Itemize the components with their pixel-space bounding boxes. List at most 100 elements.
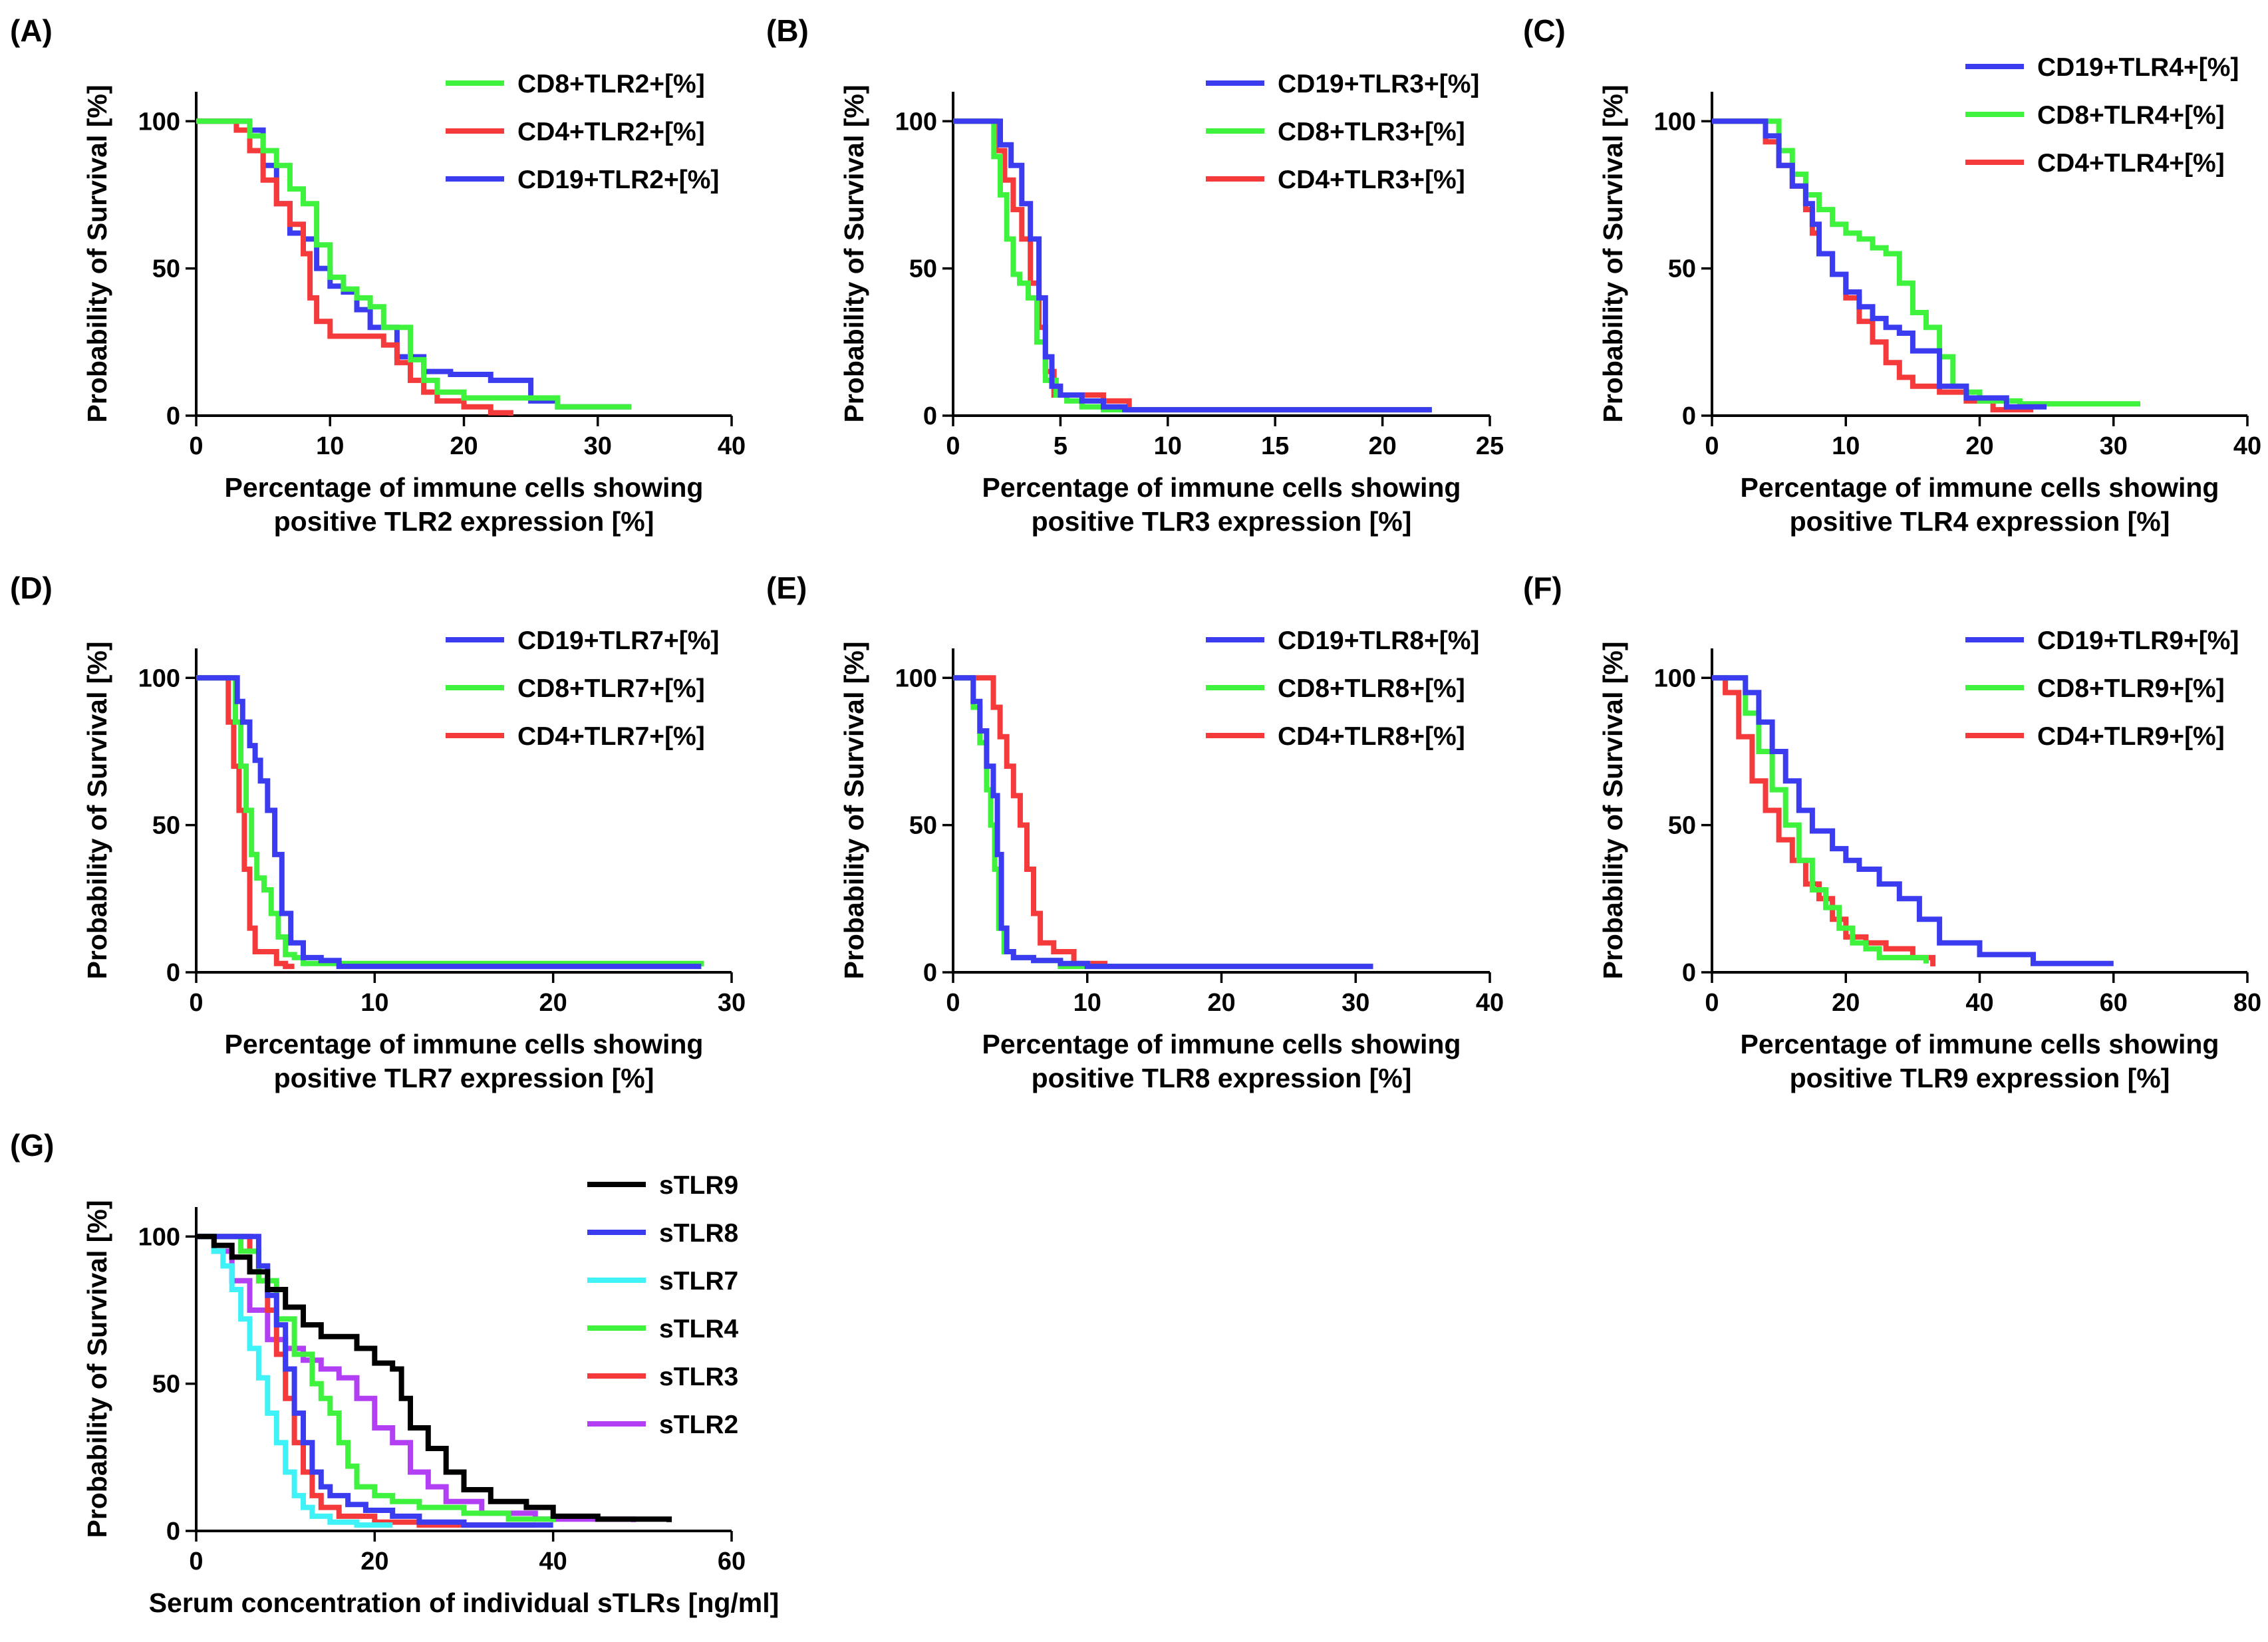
x-tick-label: 10 [1832,432,1860,460]
survival-curve-cd4-tlr9 [1712,675,1936,967]
y-axis-title: Probability of Survival [%] [839,84,869,422]
panel-label: (F) [1523,571,1562,605]
legend-label: sTLR7 [659,1267,738,1296]
legend-label: CD8+TLR7+[%] [517,674,705,703]
x-axis-title: Percentage of immune cells showing [225,1029,704,1059]
survival-curve-cd4-tlr8 [953,675,1107,966]
y-tick-label: 100 [138,664,180,692]
legend-label: sTLR9 [659,1171,738,1200]
legend: CD19+TLR3+[%] CD8+TLR3+[%] CD4+TLR3+[%] [1206,70,1479,194]
x-tick-label: 40 [718,432,746,460]
panel-label: (G) [10,1128,54,1163]
survival-curve-cd19-tlr7 [196,675,702,970]
legend-label: CD19+TLR8+[%] [1278,626,1479,655]
chart-panel-e: (E) 0 10 20 30 40 0 50 100 Probability of Surviva… [766,571,1504,1093]
y-tick-label: 0 [166,402,180,430]
chart-panel-d: (D) 0 10 20 30 0 50 100 Probability of Survival … [10,571,746,1093]
x-tick-label: 20 [1207,989,1235,1017]
legend: CD19+TLR9+[%] CD8+TLR9+[%] CD4+TLR9+[%] [1965,626,2239,751]
survival-curve-cd4-tlr2 [196,118,513,416]
y-tick-label: 100 [138,1223,180,1251]
x-tick-label: 0 [1705,432,1719,460]
x-axis-title: Percentage of immune cells showing [225,472,704,503]
y-tick-label: 50 [1668,255,1696,283]
x-tick-label: 10 [1073,989,1101,1017]
y-tick-label: 50 [152,812,180,840]
x-tick-label: 0 [189,432,203,460]
survival-curve-cd4-tlr3 [953,118,1432,413]
legend-label: CD8+TLR4+[%] [2037,101,2225,130]
x-tick-label: 60 [2100,989,2128,1017]
y-tick-label: 100 [895,664,937,692]
x-axis-title: positive TLR4 expression [%] [1790,506,2170,537]
curves [196,675,704,970]
curves [1712,118,2140,413]
legend-label: CD4+TLR4+[%] [2037,149,2225,178]
panel-label: (C) [1523,13,1566,48]
y-tick-label: 0 [923,959,937,987]
legend-label: sTLR3 [659,1363,738,1391]
y-tick-label: 0 [923,402,937,430]
y-tick-label: 0 [166,1518,180,1546]
y-tick-label: 50 [152,1371,180,1399]
y-tick-label: 100 [1654,108,1696,136]
curves [953,675,1373,970]
x-tick-label: 20 [539,989,567,1017]
x-axis-title: positive TLR9 expression [%] [1790,1063,2170,1093]
y-tick-label: 50 [152,255,180,283]
x-axis-title: Percentage of immune cells showing [1741,1029,2219,1059]
x-tick-label: 25 [1476,432,1504,460]
x-tick-label: 0 [946,989,960,1017]
panel-label: (D) [10,571,53,605]
x-tick-label: 80 [2233,989,2261,1017]
legend-label: CD4+TLR8+[%] [1278,722,1465,751]
x-axis-title: Percentage of immune cells showing [982,1029,1461,1059]
x-tick-label: 40 [539,1548,567,1575]
x-tick-label: 20 [360,1548,388,1575]
survival-curve-cd8-tlr3 [953,118,1432,413]
y-tick-label: 100 [138,108,180,136]
curves [1712,675,2114,967]
legend-label: sTLR2 [659,1411,738,1439]
x-axis-title: positive TLR7 expression [%] [274,1063,654,1093]
y-tick-label: 100 [895,108,937,136]
chart-panel-a: (A) 0 10 20 30 40 0 50 100 Probability of Surviva… [10,13,746,537]
x-tick-label: 0 [189,1548,203,1575]
survival-curve-stlr8 [196,1234,553,1528]
y-tick-label: 0 [1682,959,1696,987]
survival-curve-cd4-tlr7 [196,675,295,970]
x-tick-label: 5 [1054,432,1067,460]
x-tick-label: 20 [1965,432,1993,460]
y-tick-label: 0 [1682,402,1696,430]
y-tick-label: 0 [166,959,180,987]
x-axis-title: Percentage of immune cells showing [982,472,1461,503]
x-axis-title: positive TLR2 expression [%] [274,506,654,537]
survival-curve-stlr2 [196,1234,637,1522]
legend-label: CD8+TLR3+[%] [1278,118,1465,146]
y-axis-title: Probability of Survival [%] [839,641,869,979]
legend: CD19+TLR8+[%] CD8+TLR8+[%] CD4+TLR8+[%] [1206,626,1479,751]
curves [953,118,1432,413]
legend: CD19+TLR7+[%] CD8+TLR7+[%] CD4+TLR7+[%] [446,626,719,751]
y-axis-title: Probability of Survival [%] [1598,641,1628,979]
survival-curve-stlr7 [196,1234,393,1528]
x-tick-label: 30 [1342,989,1369,1017]
y-axis-title: Probability of Survival [%] [1598,84,1628,422]
survival-curve-cd19-tlr2 [196,118,632,410]
survival-curve-cd19-tlr9 [1712,675,2114,966]
x-tick-label: 40 [1965,989,1993,1017]
panel-label: (B) [766,13,809,48]
x-tick-label: 0 [1705,989,1719,1017]
legend: CD19+TLR4+[%] CD8+TLR4+[%] CD4+TLR4+[%] [1965,53,2239,178]
legend: CD8+TLR2+[%] CD4+TLR2+[%] CD19+TLR2+[%] [446,70,719,194]
legend-label: CD4+TLR3+[%] [1278,166,1465,194]
x-tick-label: 60 [718,1548,746,1575]
y-tick-label: 50 [909,812,937,840]
chart-panel-f: (F) 0 20 40 60 80 0 50 100 Probability of Surviva… [1523,571,2261,1093]
y-tick-label: 50 [1668,812,1696,840]
survival-curve-stlr9 [196,1234,672,1522]
panel-label: (A) [10,13,53,48]
legend-label: CD8+TLR9+[%] [2037,674,2225,703]
y-axis-title: Probability of Survival [%] [82,641,112,979]
survival-curve-cd19-tlr8 [953,675,1373,970]
